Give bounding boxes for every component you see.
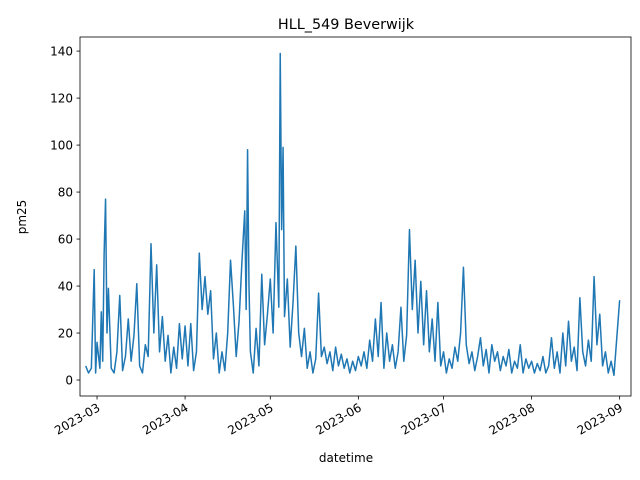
x-tick-label: 2023-05 [225,400,275,437]
y-tick-label: 120 [50,92,73,106]
y-axis-label: pm25 [15,200,29,235]
series-line-0 [84,52,621,377]
series-layer [84,52,621,377]
y-tick-label: 0 [65,374,73,388]
y-tick-label: 140 [50,45,73,59]
y-axis-ticks: 0 20 40 60 80 100 120 140 [50,45,80,388]
y-tick-label: 80 [58,186,73,200]
x-tick-label: 2023-08 [487,400,537,437]
y-tick-label: 60 [58,233,73,247]
x-tick-label: 2023-03 [52,400,102,437]
x-axis-ticks: 2023-03 2023-04 2023-05 2023-06 2023-07 2023-… [52,396,625,438]
x-tick-label: 2023-09 [575,400,625,437]
y-tick-label: 20 [58,327,73,341]
x-axis-label: datetime [319,451,373,465]
chart-title: HLL_549 Beverwijk [278,17,415,33]
x-tick-label: 2023-06 [313,400,363,437]
x-tick-label: 2023-04 [140,400,190,437]
y-tick-label: 100 [50,139,73,153]
plot-frame [79,36,632,397]
x-tick-label: 2023-07 [399,400,449,437]
y-tick-label: 40 [58,280,73,294]
